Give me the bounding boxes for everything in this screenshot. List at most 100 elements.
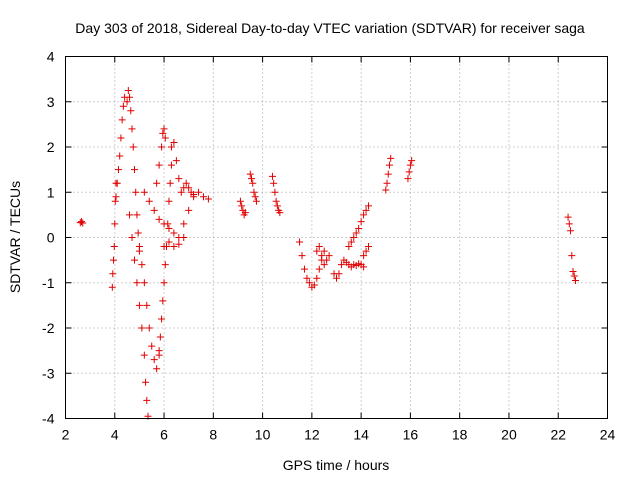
series-sat-h	[153, 125, 169, 187]
data-point	[110, 256, 118, 264]
data-point	[158, 315, 166, 323]
x-tick-label: 4	[111, 427, 119, 443]
data-point	[155, 161, 163, 169]
series-sat-v	[564, 213, 579, 284]
data-point	[161, 134, 169, 142]
data-point	[362, 206, 370, 214]
data-point	[110, 243, 118, 251]
data-point	[238, 202, 246, 210]
x-tick-label: 2	[62, 427, 70, 443]
data-point	[571, 276, 579, 284]
data-point	[155, 347, 163, 355]
data-point	[119, 102, 127, 110]
data-point	[273, 202, 281, 210]
data-point	[360, 252, 368, 260]
data-point	[310, 281, 318, 289]
data-point	[271, 188, 279, 196]
data-point	[313, 274, 321, 282]
data-point	[333, 274, 340, 282]
data-point	[108, 283, 116, 291]
data-point	[568, 252, 576, 260]
data-point	[387, 154, 395, 162]
data-point	[406, 161, 414, 169]
series-sat-l	[236, 197, 249, 219]
data-point	[320, 261, 328, 269]
y-tick-label: -4	[42, 411, 55, 427]
x-tick-label: 12	[304, 427, 320, 443]
data-point	[180, 220, 188, 228]
data-point	[365, 243, 373, 251]
data-point	[159, 297, 167, 305]
series-sat-p	[313, 243, 333, 269]
y-tick-label: 1	[47, 184, 55, 200]
data-point	[111, 197, 119, 205]
data-point	[190, 191, 198, 199]
data-point	[195, 188, 203, 196]
data-point	[303, 274, 311, 282]
data-point	[365, 202, 373, 210]
data-point	[160, 279, 168, 287]
data-point	[298, 252, 306, 260]
data-point	[408, 157, 416, 165]
series-sat-n	[268, 172, 284, 217]
data-point	[565, 220, 573, 228]
data-point	[360, 211, 368, 219]
data-point	[78, 218, 86, 226]
data-point	[112, 193, 120, 201]
data-point	[114, 166, 122, 174]
data-point	[199, 193, 207, 201]
series-sat-j	[167, 138, 198, 199]
data-point	[138, 261, 146, 269]
data-point	[158, 143, 166, 151]
data-point	[140, 188, 148, 196]
data-point	[350, 234, 358, 241]
data-point	[145, 324, 153, 332]
data-point	[175, 240, 183, 248]
series-sat-q	[330, 256, 368, 282]
data-point	[345, 243, 353, 251]
data-point	[320, 247, 328, 255]
plot-frame	[65, 56, 608, 419]
data-point	[567, 227, 575, 235]
data-point	[362, 247, 370, 255]
data-point	[185, 206, 193, 214]
y-tick-labels: -4 -3 -2 -1 0 1 2 3 4	[42, 49, 55, 427]
data-point	[355, 224, 363, 232]
series-sat-d	[123, 86, 143, 255]
data-point	[296, 238, 304, 246]
data-point	[204, 195, 212, 203]
data-point	[118, 116, 126, 124]
data-point	[250, 188, 258, 196]
x-tick-label: 20	[501, 427, 517, 443]
x-tick-label: 14	[353, 427, 369, 443]
data-point	[177, 188, 185, 196]
data-point	[236, 197, 244, 205]
data-point	[153, 179, 161, 187]
data-point	[570, 272, 578, 280]
data-point	[337, 261, 345, 269]
series-sat-c	[112, 93, 129, 201]
data-point	[315, 243, 323, 251]
data-point	[111, 220, 119, 228]
data-point	[150, 206, 158, 214]
data-point	[170, 243, 178, 251]
data-point	[148, 342, 156, 350]
data-point	[249, 179, 257, 187]
data-point	[135, 243, 143, 251]
data-point	[305, 279, 313, 287]
data-point	[128, 125, 136, 133]
data-point	[323, 256, 331, 264]
data-point	[130, 166, 138, 174]
data-point	[132, 188, 140, 196]
data-point	[145, 197, 153, 205]
x-tick-label: 8	[209, 427, 217, 443]
data-point	[405, 168, 413, 176]
series-sat-k	[160, 234, 188, 251]
data-point	[79, 219, 87, 227]
data-point	[165, 197, 173, 205]
x-tick-label: 24	[600, 427, 616, 443]
data-point	[166, 179, 174, 187]
data-point	[126, 211, 134, 219]
data-point	[159, 129, 167, 137]
data-point	[382, 186, 390, 194]
